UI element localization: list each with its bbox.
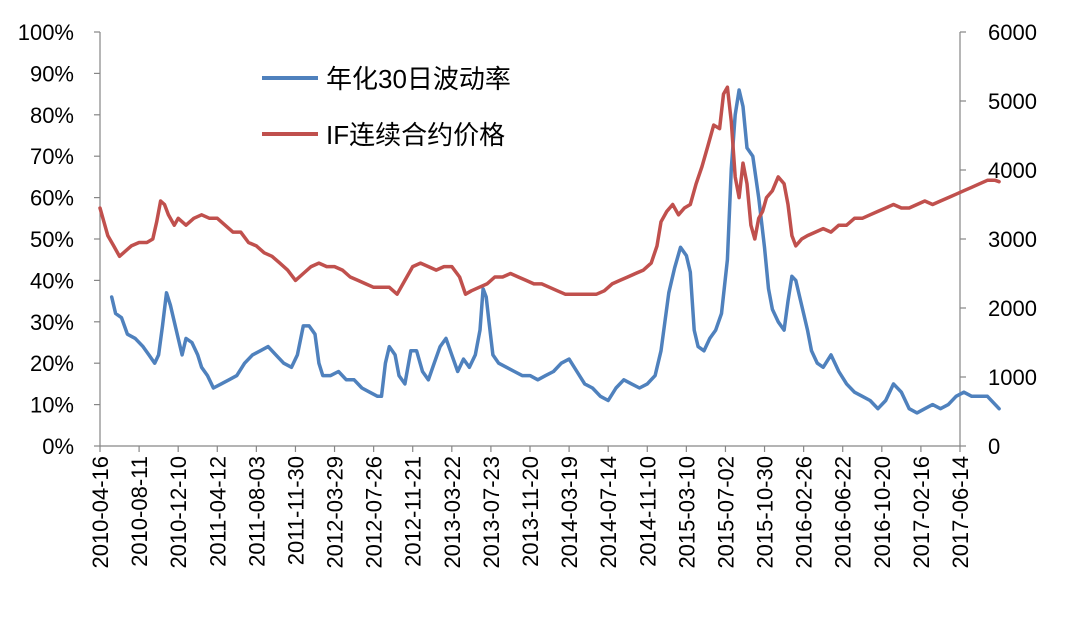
x-tick-label: 2015-03-10 bbox=[674, 456, 699, 569]
y-tick-label-left: 60% bbox=[30, 186, 74, 211]
y-tick-label-left: 50% bbox=[30, 227, 74, 252]
legend-label-volatility: 年化30日波动率 bbox=[326, 64, 511, 94]
legend: 年化30日波动率 IF连续合约价格 bbox=[262, 64, 511, 150]
x-tick-label: 2014-07-14 bbox=[596, 456, 621, 569]
y-tick-label-left: 40% bbox=[30, 268, 74, 293]
x-tick-label: 2011-04-12 bbox=[205, 456, 230, 567]
x-tick-label: 2015-10-30 bbox=[753, 456, 778, 569]
y-tick-label-left: 10% bbox=[30, 393, 74, 418]
x-tick-label: 2016-10-20 bbox=[870, 456, 895, 569]
x-tick-label: 2010-12-10 bbox=[166, 456, 191, 569]
y-tick-label-left: 70% bbox=[30, 144, 74, 169]
y-tick-label-right: 0 bbox=[988, 434, 1000, 459]
legend-label-price: IF连续合约价格 bbox=[326, 120, 505, 150]
y-tick-label-left: 90% bbox=[30, 61, 74, 86]
x-tick-label: 2014-03-19 bbox=[557, 456, 582, 569]
x-tick-label: 2014-11-10 bbox=[635, 456, 660, 567]
y-tick-label-right: 1000 bbox=[988, 365, 1037, 390]
x-tick-label: 2012-03-29 bbox=[323, 456, 348, 569]
x-tick-label: 2010-04-16 bbox=[88, 456, 113, 569]
x-tick-label: 2013-07-23 bbox=[479, 456, 504, 569]
x-tick-label: 2013-11-20 bbox=[518, 456, 543, 567]
y-tick-label-left: 30% bbox=[30, 310, 74, 335]
x-tick-label: 2015-07-02 bbox=[713, 456, 738, 569]
plot-area bbox=[98, 85, 1001, 415]
y-tick-label-left: 80% bbox=[30, 103, 74, 128]
x-tick-label: 2010-08-11 bbox=[127, 456, 152, 567]
x-tick-label: 2017-02-16 bbox=[909, 456, 934, 569]
x-tick-label: 2012-11-21 bbox=[401, 456, 426, 567]
series-price-line bbox=[98, 85, 1001, 296]
y-tick-label-right: 5000 bbox=[988, 89, 1037, 114]
y-tick-label-right: 3000 bbox=[988, 227, 1037, 252]
y-tick-label-left: 100% bbox=[18, 20, 74, 45]
y-tick-label-left: 0% bbox=[42, 434, 74, 459]
x-tick-label: 2016-02-26 bbox=[792, 456, 817, 569]
y-tick-label-right: 6000 bbox=[988, 20, 1037, 45]
y-tick-label-left: 20% bbox=[30, 351, 74, 376]
x-tick-label: 2012-07-26 bbox=[362, 456, 387, 569]
x-tick-label: 2011-08-03 bbox=[244, 456, 269, 567]
series-volatility-line bbox=[109, 88, 1001, 415]
x-tick-label: 2017-06-14 bbox=[948, 456, 973, 569]
x-tick-label: 2013-03-22 bbox=[440, 456, 465, 569]
axes: 0% 10% 20% 30% 40% 50% 60% 70% 80% 90% 100% 0 1000 20… bbox=[18, 20, 1037, 569]
x-tick-label: 2016-06-22 bbox=[831, 456, 856, 569]
x-tick-label: 2011-11-30 bbox=[283, 456, 308, 565]
y-tick-label-right: 2000 bbox=[988, 296, 1037, 321]
